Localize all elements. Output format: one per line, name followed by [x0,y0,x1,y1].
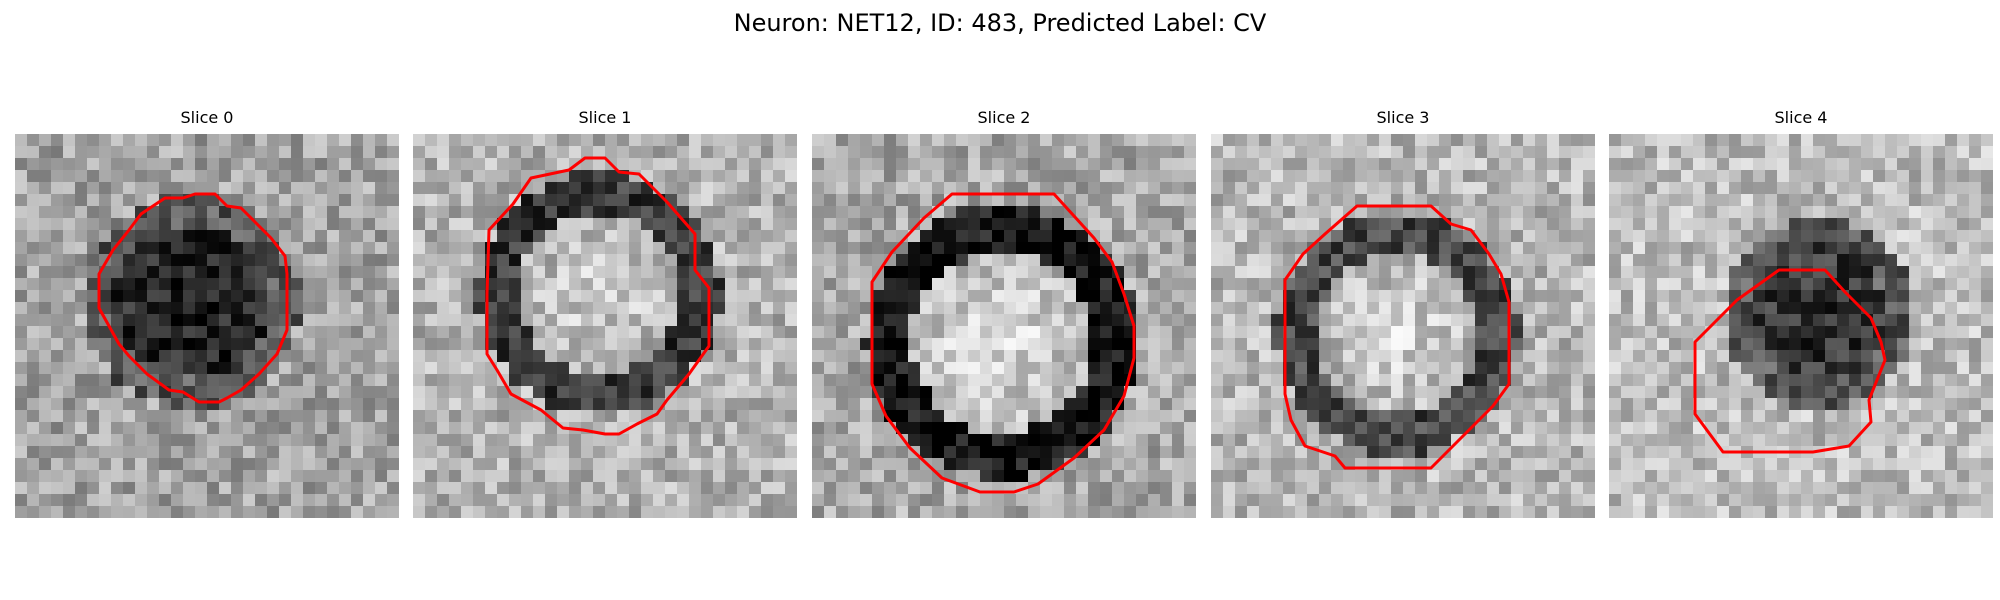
slice-pixels-0 [15,134,399,518]
slice-panel-1: Slice 1 [413,108,797,524]
slice-pixels-4 [1609,134,1993,518]
contour-outline-3 [1283,204,1511,470]
contour-outline-1 [485,156,711,436]
slice-title-0: Slice 0 [180,108,234,127]
slice-pixels-3 [1211,134,1595,518]
slice-image-3 [1211,134,1595,518]
slice-panel-3: Slice 3 [1211,108,1595,524]
slice-pixels-2 [812,134,1196,518]
slice-title-1: Slice 1 [578,108,632,127]
slice-title-3: Slice 3 [1376,108,1430,127]
contour-outline-2 [870,192,1136,494]
slice-panel-4: Slice 4 [1609,108,1993,524]
slice-image-1 [413,134,797,518]
slice-panel-2: Slice 2 [812,108,1196,524]
slice-title-4: Slice 4 [1774,108,1828,127]
slice-image-4 [1609,134,1993,518]
slice-image-2 [812,134,1196,518]
slice-title-2: Slice 2 [977,108,1031,127]
figure-title: Neuron: NET12, ID: 483, Predicted Label:… [733,9,1267,37]
slice-panel-0: Slice 0 [15,108,399,524]
slice-pixels-1 [413,134,797,518]
contour-outline-0 [97,192,289,404]
contour-outline-4 [1693,268,1887,454]
slice-image-0 [15,134,399,518]
